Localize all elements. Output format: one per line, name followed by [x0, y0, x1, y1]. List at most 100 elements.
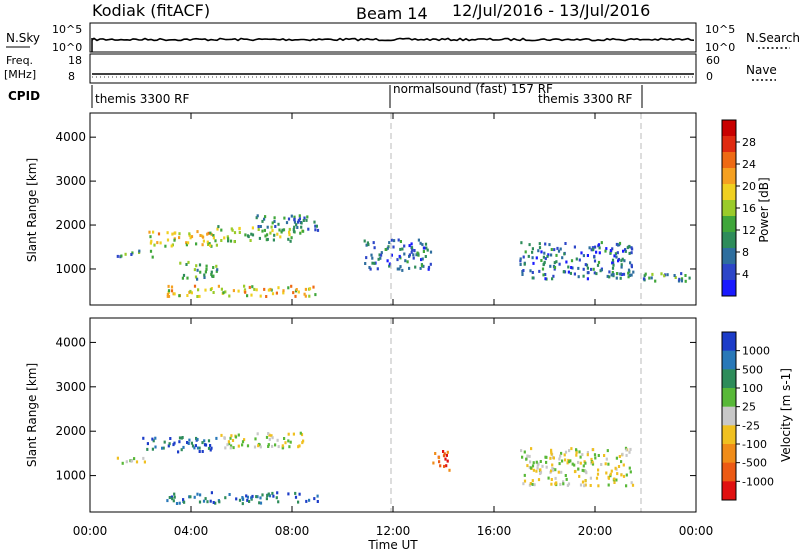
- echo-cell: [201, 243, 204, 247]
- echo-cell: [300, 225, 303, 229]
- echo-cell: [316, 500, 319, 503]
- echo-cell: [615, 456, 618, 460]
- echo-cell: [397, 238, 400, 242]
- echo-cell: [210, 491, 213, 495]
- echo-cell: [445, 453, 448, 457]
- echo-cell: [305, 499, 308, 503]
- power-echo-cells: [116, 214, 691, 298]
- echo-cell: [619, 272, 623, 276]
- echo-cell: [198, 446, 201, 450]
- x-tick-label: 04:00: [174, 524, 209, 538]
- echo-cell: [195, 264, 198, 268]
- echo-cell: [202, 239, 205, 243]
- echo-cell: [297, 218, 300, 222]
- echo-cell: [215, 243, 218, 247]
- echo-cell: [230, 444, 233, 448]
- echo-cell: [629, 470, 632, 474]
- echo-cell: [216, 268, 219, 272]
- echo-cell: [151, 447, 154, 451]
- echo-cell: [396, 258, 399, 262]
- colorbar-swatch: [722, 444, 736, 464]
- echo-cell: [203, 439, 206, 443]
- echo-cell: [230, 227, 233, 231]
- cpid-panel: CPID themis 3300 RF normalsound (fast) 1…: [8, 82, 643, 108]
- echo-cell: [398, 267, 401, 271]
- echo-cell: [198, 500, 202, 504]
- echo-cell: [437, 456, 441, 460]
- echo-cell: [542, 262, 546, 266]
- echo-cell: [413, 249, 416, 253]
- echo-cell: [594, 456, 597, 460]
- echo-cell: [228, 493, 231, 496]
- echo-cell: [528, 243, 531, 247]
- echo-cell: [294, 491, 297, 495]
- echo-cell: [557, 470, 560, 474]
- echo-cell: [600, 241, 603, 245]
- echo-cell: [297, 445, 300, 449]
- echo-cell: [621, 452, 624, 456]
- echo-cell: [529, 460, 532, 464]
- echo-cell: [204, 497, 207, 501]
- time-xlabel: Time UT: [367, 538, 418, 552]
- echo-cell: [271, 444, 274, 448]
- echo-cell: [287, 237, 290, 241]
- echo-cell: [422, 264, 425, 268]
- echo-cell: [308, 498, 311, 502]
- echo-cell: [555, 253, 558, 257]
- echo-cell: [281, 228, 284, 232]
- echo-cell: [223, 436, 226, 440]
- echo-cell: [611, 258, 615, 262]
- echo-cell: [237, 433, 240, 437]
- echo-cell: [595, 250, 598, 254]
- echo-cell: [544, 257, 547, 261]
- echo-cell: [392, 245, 395, 249]
- echo-cell: [570, 266, 573, 269]
- echo-cell: [554, 476, 557, 480]
- echo-cell: [149, 249, 153, 253]
- echo-cell: [282, 289, 285, 293]
- echo-cell: [269, 231, 272, 235]
- echo-cell: [384, 248, 387, 251]
- echo-cell: [371, 261, 374, 265]
- echo-cell: [159, 241, 162, 245]
- echo-cell: [364, 262, 367, 265]
- echo-cell: [188, 438, 191, 442]
- echo-cell: [312, 285, 315, 289]
- echo-cell: [399, 265, 402, 269]
- echo-cell: [214, 239, 217, 243]
- echo-cell: [571, 266, 574, 270]
- echo-cell: [550, 482, 553, 486]
- echo-cell: [590, 461, 593, 465]
- echo-cell: [149, 241, 152, 245]
- echo-cell: [264, 215, 267, 219]
- echo-cell: [552, 274, 555, 278]
- echo-cell: [277, 500, 280, 504]
- echo-cell: [167, 294, 171, 298]
- velocity-panel: 1000 2000 3000 4000 00:00 04:00 08:00 12:00 16:…: [25, 113, 793, 552]
- echo-cell: [604, 249, 607, 253]
- echo-cell: [290, 236, 293, 240]
- echo-cell: [367, 243, 370, 247]
- echo-cell: [680, 277, 684, 281]
- echo-cell: [609, 251, 612, 255]
- echo-cell: [390, 253, 393, 257]
- echo-cell: [162, 446, 165, 450]
- echo-cell: [274, 443, 277, 447]
- echo-cell: [229, 446, 232, 450]
- echo-cell: [379, 256, 382, 260]
- echo-cell: [625, 453, 628, 457]
- echo-cell: [282, 291, 285, 295]
- echo-cell: [558, 457, 561, 461]
- echo-cell: [278, 228, 281, 232]
- echo-cell: [539, 468, 542, 472]
- echo-cell: [427, 267, 430, 271]
- echo-cell: [245, 494, 248, 498]
- echo-cell: [568, 449, 571, 453]
- echo-cell: [288, 445, 291, 449]
- echo-cell: [292, 229, 296, 233]
- echo-cell: [591, 462, 595, 466]
- echo-cell: [598, 246, 601, 250]
- y-tick-label: 4000: [55, 130, 86, 144]
- echo-cell: [610, 469, 613, 473]
- echo-cell: [535, 469, 538, 473]
